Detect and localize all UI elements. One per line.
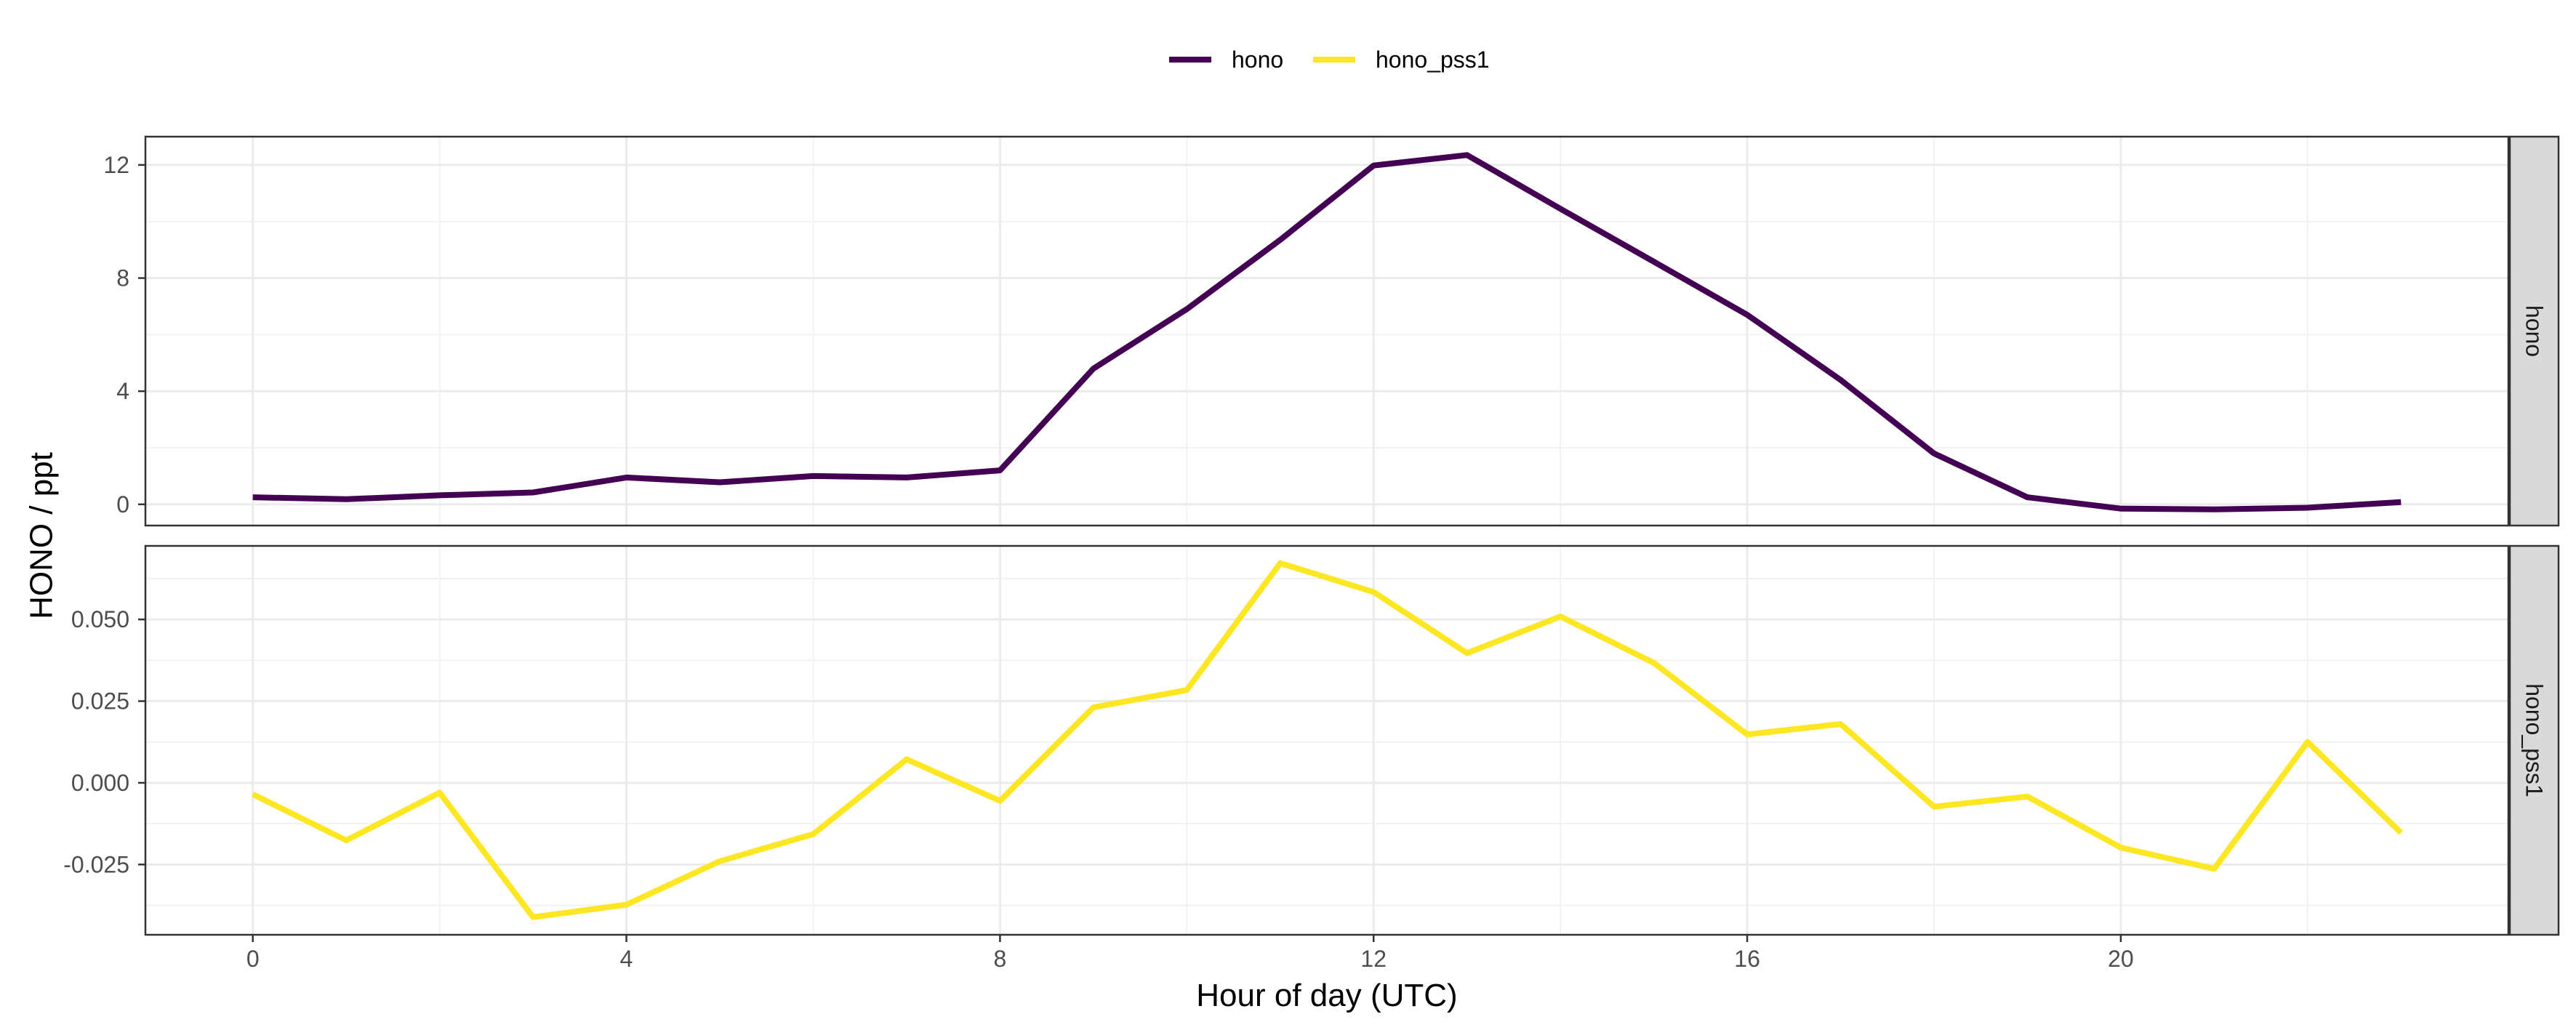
y-tick-label: 0.000: [71, 770, 129, 796]
facet-strip: [2508, 544, 2560, 936]
legend-label-hono_pss1: hono_pss1: [1376, 47, 1490, 73]
facet-strip-label: hono_pss1: [2521, 683, 2548, 797]
x-axis: 0 4 8 12 16 20: [246, 935, 2134, 972]
panel-background: [145, 137, 2508, 526]
y-axis-title: HONO / ppt: [24, 452, 60, 619]
y-tick-label: 4: [116, 378, 129, 404]
facet-strip-label: hono: [2521, 305, 2548, 357]
facet-panels: 0 4 8 12 hono -0.025 0.000 0.025 0.050 hono_pss1: [63, 135, 2560, 936]
y-tick-label: 12: [103, 152, 129, 178]
facet-panel-1: 0 4 8 12 hono: [103, 135, 2560, 527]
x-tick-label: 8: [993, 946, 1006, 972]
y-tick-label: -0.025: [63, 851, 129, 877]
series-line-hono: [252, 152, 2402, 512]
x-tick-label: 20: [2108, 946, 2134, 972]
x-axis-title: Hour of day (UTC): [1196, 978, 1457, 1013]
facet-panel-2: -0.025 0.000 0.025 0.050 hono_pss1: [63, 544, 2560, 936]
legend-label-hono: hono: [1232, 47, 1283, 73]
y-tick-label: 8: [116, 265, 129, 291]
x-tick-label: 0: [246, 946, 260, 972]
x-tick-label: 4: [620, 946, 633, 972]
series-line-hono_pss1: [251, 560, 2404, 920]
legend: hono hono_pss1: [1169, 47, 1490, 73]
y-tick-label: 0: [116, 491, 129, 518]
panel-border: [144, 544, 2510, 936]
panel-background: [145, 546, 2508, 935]
x-tick-label: 12: [1360, 946, 1387, 972]
panel-border: [144, 135, 2510, 527]
y-tick-label: 0.050: [71, 606, 129, 632]
x-tick-label: 16: [1734, 946, 1760, 972]
y-tick-label: 0.025: [71, 688, 129, 715]
facet-strip: [2508, 135, 2560, 527]
